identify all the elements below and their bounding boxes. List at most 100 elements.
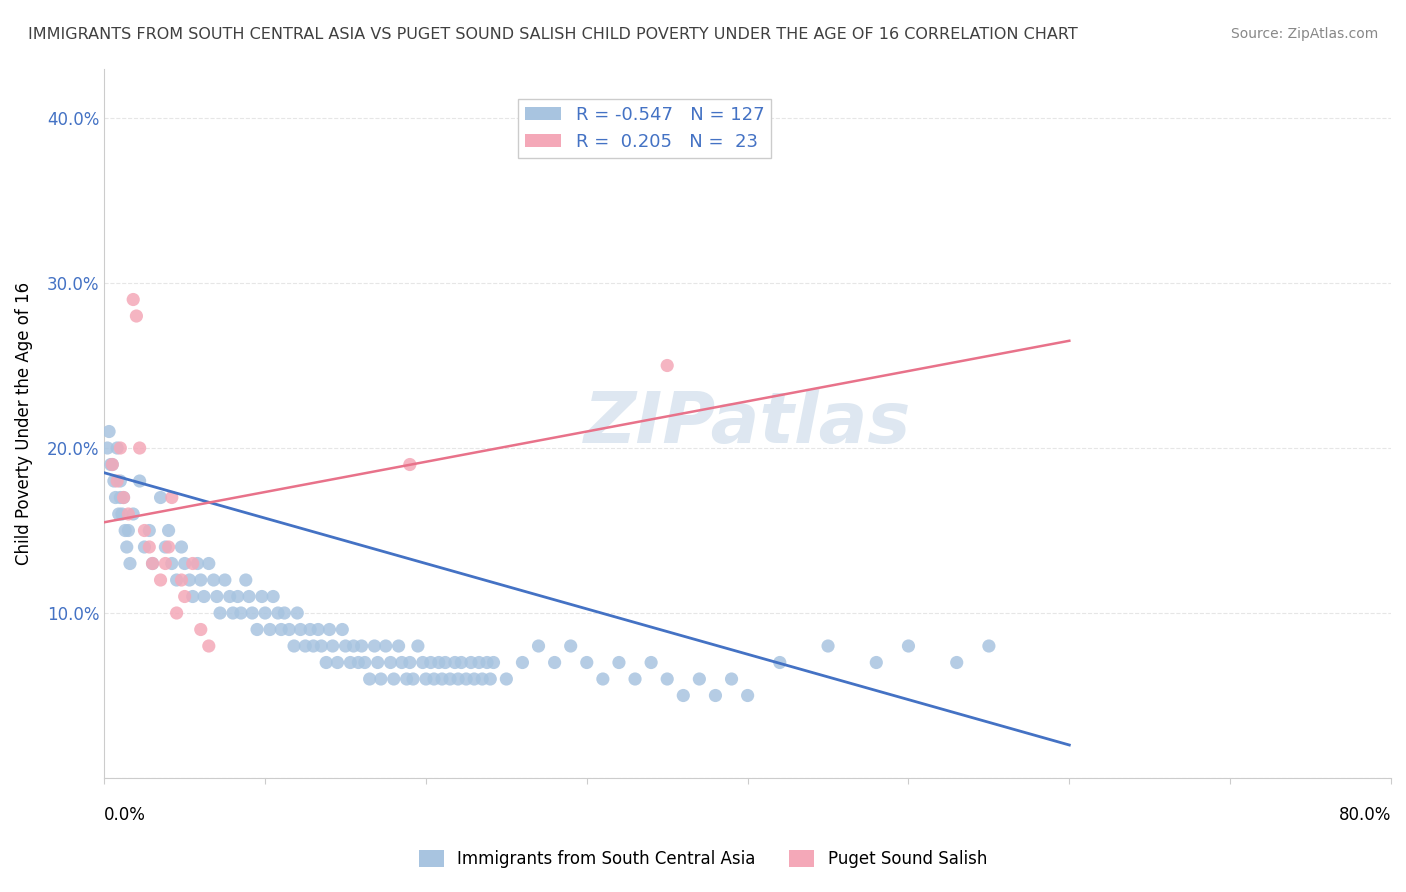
Point (704, 689, 727, 703)
Point (419, 656, 441, 670)
Point (193, 590, 215, 604)
Point (367, 656, 389, 670)
Point (463, 672, 485, 686)
Point (415, 672, 437, 686)
Point (138, 524, 160, 538)
Point (122, 293, 145, 307)
Point (402, 672, 425, 686)
Point (444, 656, 467, 670)
Point (374, 639, 396, 653)
Point (412, 656, 434, 670)
Point (283, 639, 305, 653)
Point (322, 639, 344, 653)
Point (353, 656, 375, 670)
Point (138, 540, 160, 554)
Point (363, 639, 385, 653)
Point (406, 639, 429, 653)
Point (181, 590, 204, 604)
Point (430, 672, 453, 686)
Point (387, 639, 409, 653)
Point (190, 623, 212, 637)
Point (173, 557, 195, 571)
Point (125, 309, 148, 323)
Point (273, 606, 295, 620)
Point (427, 656, 450, 670)
Point (468, 656, 491, 670)
Point (111, 507, 134, 521)
Point (141, 557, 163, 571)
Point (240, 606, 263, 620)
Point (110, 474, 132, 488)
Point (294, 639, 316, 653)
Text: Source: ZipAtlas.com: Source: ZipAtlas.com (1230, 27, 1378, 41)
Point (157, 540, 180, 554)
Point (447, 672, 470, 686)
Point (160, 491, 183, 505)
Point (117, 524, 139, 538)
Y-axis label: Child Poverty Under the Age of 16: Child Poverty Under the Age of 16 (15, 282, 32, 565)
Point (100, 458, 122, 472)
Point (543, 656, 565, 670)
Point (112, 491, 135, 505)
Point (945, 656, 967, 670)
Point (471, 672, 494, 686)
Point (134, 524, 156, 538)
Point (285, 606, 308, 620)
Point (395, 672, 418, 686)
Point (270, 623, 292, 637)
Point (575, 656, 598, 670)
Point (246, 623, 269, 637)
Point (134, 540, 156, 554)
Point (186, 557, 208, 571)
Point (456, 672, 478, 686)
Legend: R = -0.547   N = 127, R =  0.205   N =  23: R = -0.547 N = 127, R = 0.205 N = 23 (517, 99, 772, 158)
Point (460, 656, 482, 670)
Point (897, 639, 920, 653)
Point (190, 573, 212, 587)
Point (475, 656, 498, 670)
Point (399, 656, 422, 670)
Point (391, 656, 413, 670)
Point (238, 590, 260, 604)
Point (98, 425, 121, 439)
Point (479, 672, 502, 686)
Point (259, 623, 281, 637)
Point (657, 359, 679, 373)
Point (370, 672, 392, 686)
Point (101, 458, 124, 472)
Point (350, 639, 373, 653)
Point (382, 672, 405, 686)
Point (202, 573, 225, 587)
Point (720, 672, 742, 686)
Point (160, 557, 183, 571)
Point (672, 689, 695, 703)
Point (103, 474, 125, 488)
Point (105, 474, 128, 488)
Point (115, 540, 138, 554)
Point (107, 507, 129, 521)
Point (318, 623, 340, 637)
Point (155, 557, 177, 571)
Point (110, 441, 132, 455)
Point (865, 656, 887, 670)
Point (96, 441, 118, 455)
Point (181, 557, 204, 571)
Point (495, 672, 517, 686)
Point (114, 524, 136, 538)
Point (117, 507, 139, 521)
Point (560, 639, 582, 653)
Point (226, 590, 249, 604)
Point (170, 540, 193, 554)
Point (380, 656, 402, 670)
Point (688, 672, 710, 686)
Point (450, 656, 472, 670)
Point (209, 606, 232, 620)
Point (299, 623, 322, 637)
Point (205, 590, 228, 604)
Point (640, 656, 662, 670)
Point (482, 656, 505, 670)
Point (624, 672, 647, 686)
Point (527, 639, 550, 653)
Point (229, 606, 252, 620)
Point (104, 491, 127, 505)
